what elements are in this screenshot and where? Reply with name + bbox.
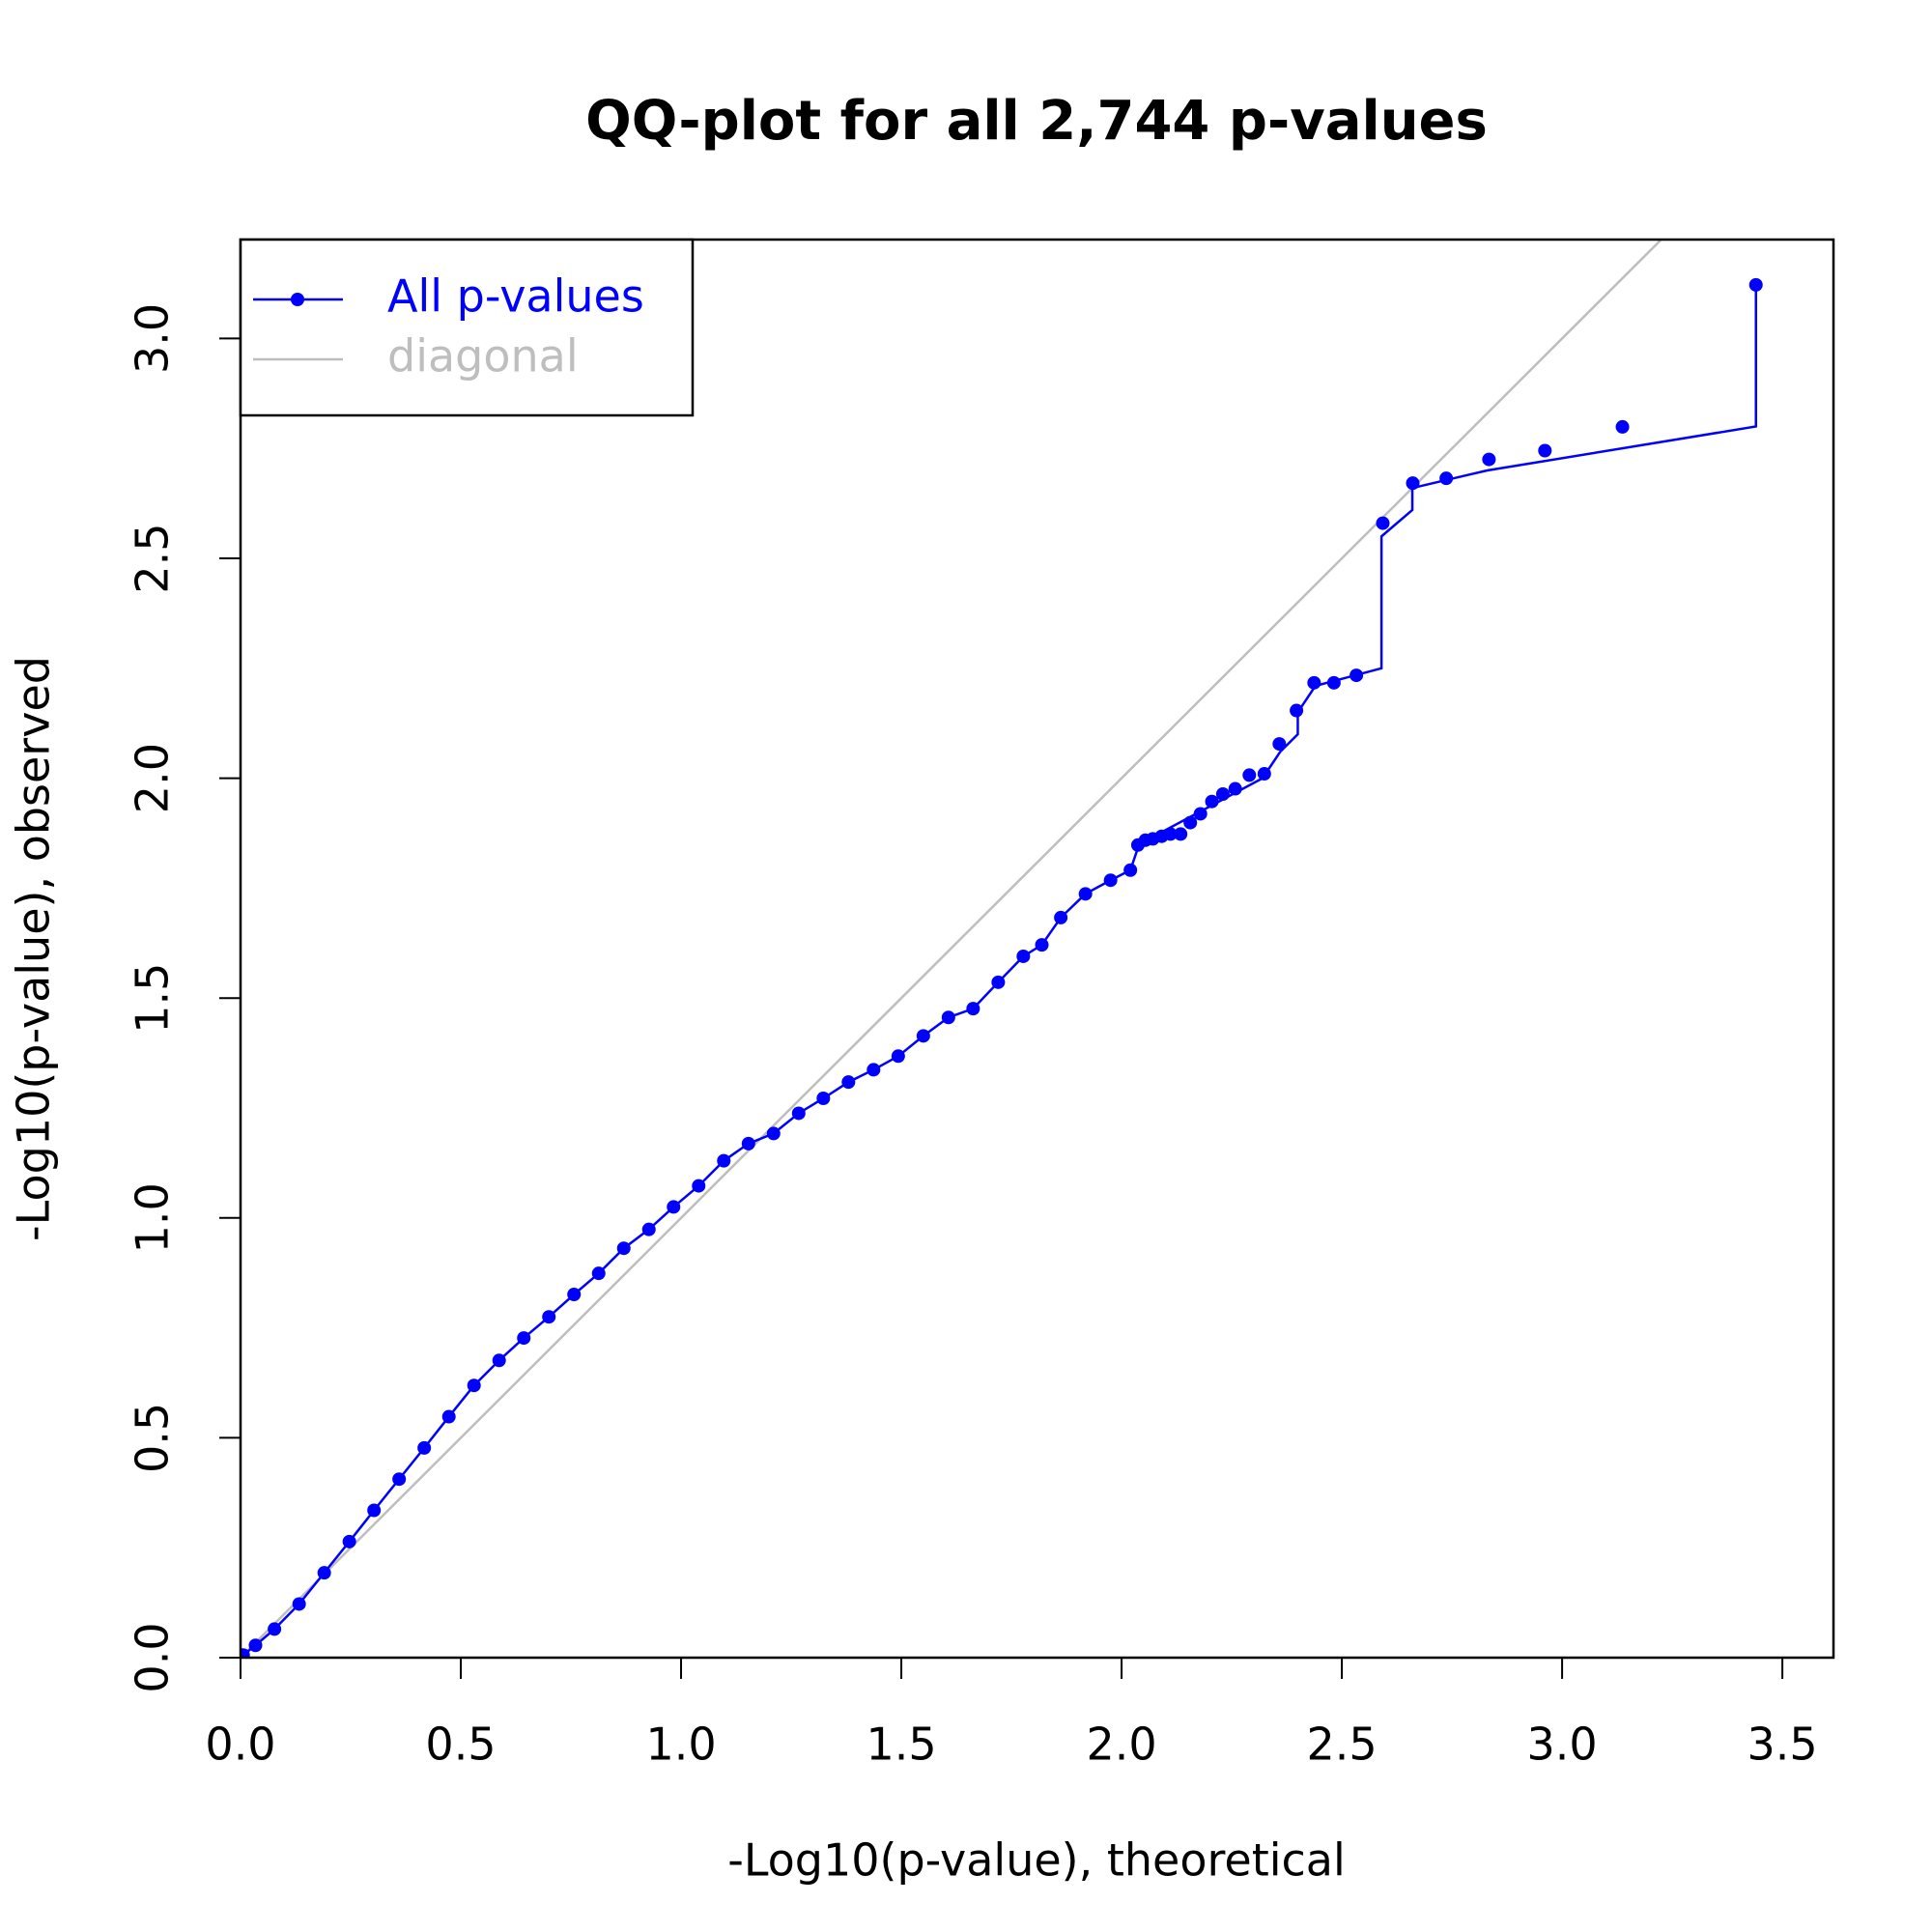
qq-point <box>1078 887 1093 901</box>
plot-area <box>241 240 1763 1658</box>
qq-point <box>1350 668 1364 683</box>
qq-point <box>916 1029 930 1043</box>
qq-point <box>292 1597 306 1611</box>
chart-title: QQ-plot for all 2,744 p-values <box>585 90 1488 153</box>
qq-point <box>248 1638 263 1653</box>
qq-point <box>1123 863 1138 877</box>
qq-point <box>1290 703 1304 718</box>
qq-point <box>367 1503 382 1518</box>
x-tick-label: 2.0 <box>1086 1719 1156 1771</box>
legend-marker <box>291 293 304 306</box>
qq-point <box>1257 767 1271 781</box>
qq-point <box>941 1010 955 1025</box>
qq-point <box>392 1472 407 1487</box>
qq-point <box>1193 807 1208 821</box>
qq-point <box>1174 827 1188 841</box>
qq-point <box>241 1648 250 1658</box>
qq-point <box>741 1136 755 1151</box>
x-tick-label: 1.5 <box>866 1719 936 1771</box>
qq-point <box>342 1534 356 1548</box>
plot-frame <box>239 238 1835 1660</box>
qq-point <box>1205 794 1219 809</box>
qq-point <box>1272 737 1287 752</box>
qq-point <box>791 1106 806 1121</box>
qq-point <box>966 1002 980 1016</box>
qq-point <box>492 1353 506 1368</box>
qq-point <box>991 975 1006 989</box>
qq-point <box>1054 910 1068 924</box>
qq-point <box>692 1179 706 1193</box>
qq-point <box>641 1222 656 1236</box>
x-tick-label: 3.5 <box>1747 1719 1818 1771</box>
qq-point <box>1242 768 1257 782</box>
qq-point <box>1376 516 1390 530</box>
qq-point <box>867 1063 881 1077</box>
qq-point <box>1183 815 1198 830</box>
x-axis-label: -Log10(p-value), theoretical <box>727 1834 1346 1887</box>
qq-point <box>1307 675 1321 690</box>
qq-point <box>667 1200 681 1214</box>
qq-point <box>1615 419 1630 434</box>
qq-point <box>1748 277 1763 292</box>
x-tick-label: 3.0 <box>1527 1719 1598 1771</box>
qq-point <box>1163 827 1178 841</box>
qq-point <box>268 1622 282 1636</box>
qq-point <box>567 1288 582 1302</box>
y-tick-label: 1.5 <box>127 963 179 1034</box>
y-tick-label: 3.0 <box>127 303 179 374</box>
y-tick-label: 2.5 <box>127 523 179 593</box>
qq-point <box>717 1153 731 1168</box>
qq-point <box>467 1378 481 1393</box>
qq-point <box>616 1241 631 1256</box>
qq-point <box>1482 452 1496 467</box>
legend-box <box>239 238 695 417</box>
y-tick-label: 0.5 <box>127 1403 179 1473</box>
qq-point <box>1016 949 1031 963</box>
legend-label: All p-values <box>387 270 644 323</box>
x-tick-label: 2.5 <box>1306 1719 1377 1771</box>
qq-point <box>1228 781 1242 796</box>
qq-point <box>542 1310 556 1324</box>
qq-point <box>1035 938 1049 952</box>
qq-point <box>417 1440 432 1455</box>
x-tick-label: 0.0 <box>205 1719 275 1771</box>
qq-point <box>841 1075 856 1090</box>
diagonal-line <box>241 240 1663 1658</box>
qq-point <box>317 1566 331 1580</box>
qq-point <box>816 1091 831 1105</box>
qq-line <box>242 285 1757 1657</box>
legend: All p-values diagonal <box>239 238 695 417</box>
legend-label: diagonal <box>387 330 579 383</box>
y-tick-label: 1.0 <box>127 1182 179 1253</box>
y-tick-label: 2.0 <box>127 743 179 813</box>
y-axis-label: -Log10(p-value), observed <box>8 656 60 1241</box>
qq-point <box>1439 471 1454 486</box>
qq-point <box>766 1126 781 1141</box>
qq-point <box>891 1049 905 1064</box>
x-tick-label: 0.5 <box>425 1719 496 1771</box>
qq-point <box>1538 443 1552 458</box>
qq-point <box>1215 786 1230 801</box>
qq-point <box>1406 476 1420 491</box>
qq-point <box>441 1409 456 1424</box>
qq-point <box>591 1266 606 1281</box>
x-tick-label: 1.0 <box>645 1719 716 1771</box>
y-tick-label: 0.0 <box>127 1622 179 1692</box>
qq-point <box>1326 675 1341 690</box>
qq-point <box>517 1331 531 1346</box>
qq-point <box>1103 873 1118 888</box>
